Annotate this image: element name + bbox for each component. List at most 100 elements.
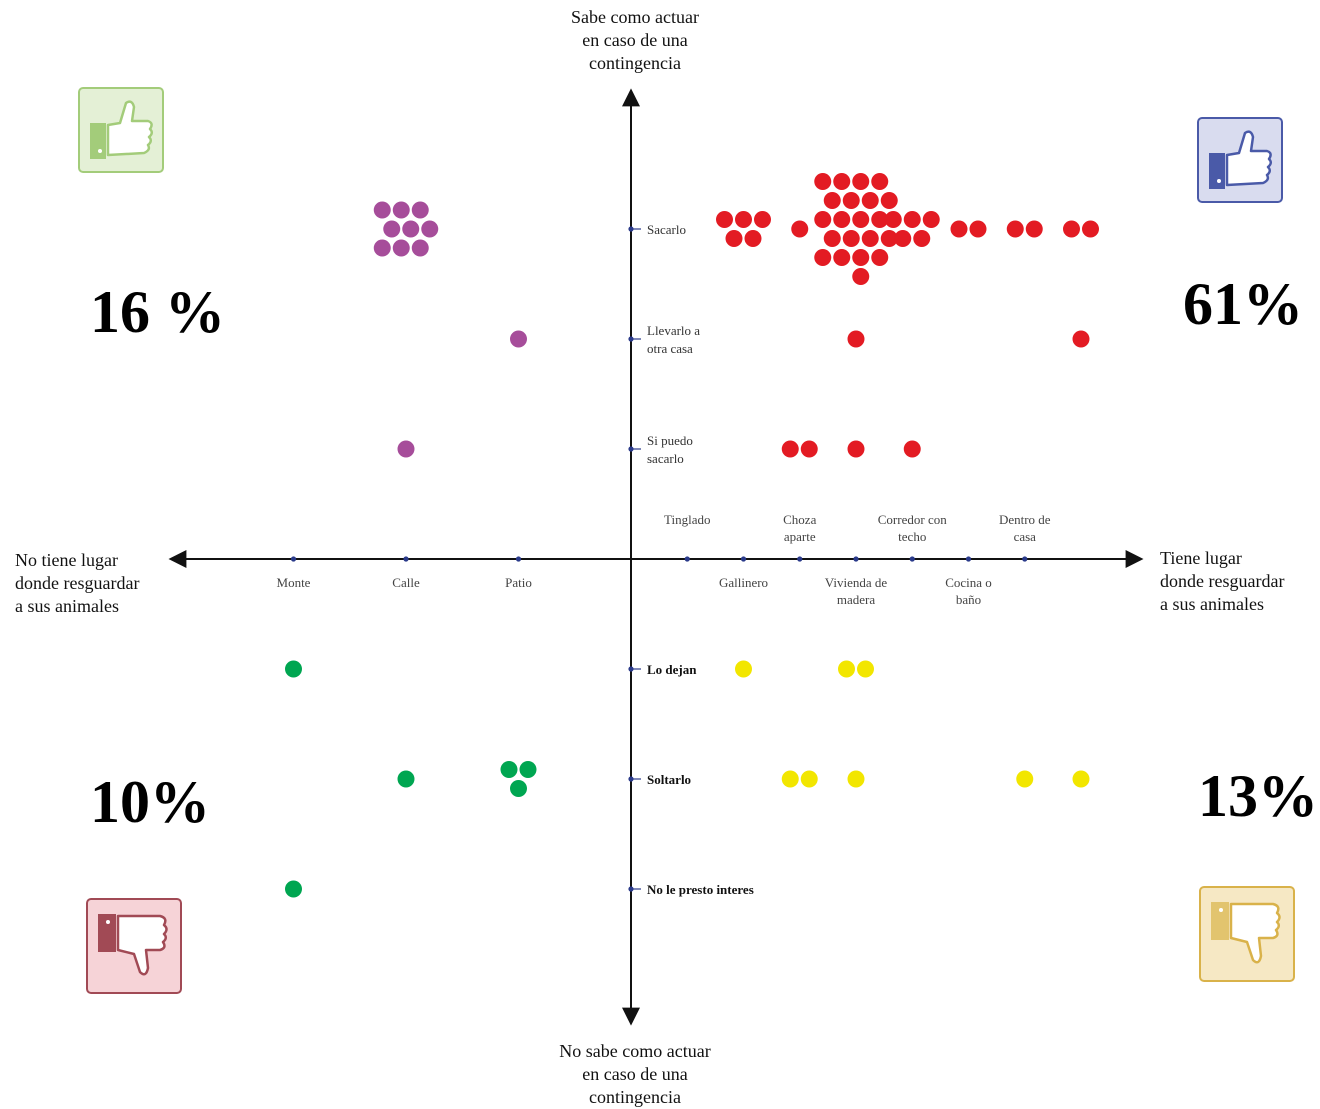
scatter-point [500, 761, 518, 778]
x-tick-label: Corredor con techo [878, 512, 947, 544]
y-tick-label: Lo dejan [647, 662, 697, 677]
scatter-point [903, 440, 921, 458]
x-tick-mark [684, 556, 690, 562]
scatter-point [861, 192, 879, 209]
x-tick-mark [797, 556, 803, 562]
scatter-point [842, 192, 860, 209]
scatter-point [735, 660, 752, 678]
scatter-point [1025, 220, 1043, 238]
scatter-point [1016, 770, 1034, 788]
scatter-point [922, 211, 940, 228]
scatter-point [814, 211, 832, 228]
scatter-point [852, 173, 870, 190]
scatter-point [884, 211, 902, 228]
scatter-point [1063, 220, 1080, 238]
scatter-point [402, 220, 420, 238]
x-tick-mark [290, 556, 297, 562]
x-tick-label: Choza aparte [783, 512, 816, 544]
thumbs-down-icon [1199, 886, 1295, 982]
y-tick-label: Soltarlo [647, 772, 691, 787]
scatter-point [903, 211, 921, 228]
scatter-point [950, 220, 968, 238]
scatter-point [373, 201, 391, 219]
scatter-point [838, 660, 855, 678]
scatter-point [744, 230, 762, 247]
scatter-point [871, 249, 889, 266]
scatter-point [791, 220, 809, 238]
quadrant-bottom-right-percent: 13% [1198, 763, 1318, 829]
scatter-point [421, 220, 439, 238]
quadrant-bottom-left-percent: 10% [90, 769, 210, 835]
quadrant-top-right-percent: 61% [1183, 271, 1303, 337]
scatter-point [871, 173, 889, 190]
thumbs-up-icon [1197, 117, 1283, 203]
x-tick-mark [403, 556, 409, 562]
scatter-point [373, 239, 391, 257]
x-tick-mark [909, 556, 915, 562]
scatter-point [411, 201, 429, 219]
scatter-point [823, 192, 841, 209]
scatter-point [510, 780, 527, 797]
scatter-point [285, 880, 302, 898]
scatter-point [754, 211, 771, 228]
x-tick-label: Calle [392, 575, 420, 590]
y-axis-top-title: Sabe como actuar en caso de una continge… [571, 7, 699, 73]
x-tick-label: Tinglado [664, 512, 710, 527]
scatter-point [913, 230, 931, 247]
x-tick-label: Gallinero [719, 575, 768, 590]
scatter-point [1072, 770, 1090, 788]
scatter-point [781, 440, 799, 458]
scatter-point [894, 230, 912, 247]
y-tick-label: Sacarlo [647, 222, 686, 237]
scatter-point [833, 211, 851, 228]
scatter-point [510, 330, 527, 348]
scatter-point [823, 230, 841, 247]
scatter-point [800, 440, 818, 458]
y-tick-label: Si puedo sacarlo [647, 433, 693, 466]
scatter-point [847, 770, 865, 788]
x-axis-right-title: Tiene lugar donde resguardar a sus anima… [1160, 548, 1285, 614]
scatter-point [781, 770, 799, 788]
quadrant-top-left-percent: 16 % [90, 279, 225, 345]
x-tick-mark [740, 556, 747, 562]
y-axis-bottom-title: No sabe como actuar en caso de una conti… [559, 1041, 711, 1107]
scatter-point [880, 192, 898, 209]
y-tick-label: Llevarlo a otra casa [647, 323, 700, 356]
x-tick-mark [965, 556, 972, 562]
scatter-point [392, 239, 410, 257]
scatter-point [861, 230, 879, 247]
scatter-point [880, 230, 898, 247]
x-tick-mark [515, 556, 522, 562]
scatter-point [392, 201, 410, 219]
scatter-point [857, 660, 874, 678]
scatter-point [383, 220, 401, 238]
scatter-point [852, 268, 870, 285]
scatter-point [397, 440, 415, 458]
x-tick-mark [1022, 556, 1028, 562]
scatter-point [852, 211, 870, 228]
scatter-point [969, 220, 987, 238]
scatter-point [847, 440, 865, 458]
scatter-point [871, 211, 889, 228]
x-axis-left-title: No tiene lugar donde resguardar a sus an… [15, 550, 140, 616]
scatter-point [847, 330, 865, 348]
scatter-point [1006, 220, 1024, 238]
scatter-point [833, 249, 851, 266]
x-tick-mark [853, 556, 859, 562]
scatter-point [814, 173, 832, 190]
x-tick-label: Monte [277, 575, 311, 590]
scatter-point [800, 770, 818, 788]
y-tick-label: No le presto interes [647, 882, 754, 897]
x-tick-label: Cocina o baño [945, 575, 992, 607]
x-tick-label: Dentro de casa [999, 512, 1051, 544]
scatter-point [852, 249, 870, 266]
scatter-point [814, 249, 832, 266]
scatter-point [716, 211, 733, 228]
scatter-point [519, 761, 537, 778]
scatter-point [1082, 220, 1099, 238]
scatter-point [411, 239, 429, 257]
scatter-point [725, 230, 743, 247]
scatter-point [833, 173, 851, 190]
scatter-point [735, 211, 752, 228]
